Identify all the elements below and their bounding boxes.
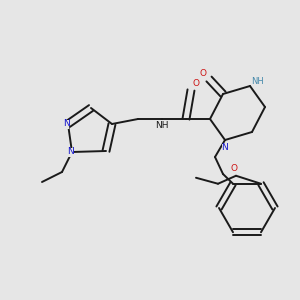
Text: O: O (200, 68, 206, 77)
Text: N: N (68, 148, 74, 157)
Text: N: N (222, 143, 228, 152)
Text: N: N (63, 119, 69, 128)
Text: NH: NH (155, 122, 169, 130)
Text: O: O (230, 164, 238, 173)
Text: NH: NH (252, 76, 264, 85)
Text: O: O (193, 80, 200, 88)
